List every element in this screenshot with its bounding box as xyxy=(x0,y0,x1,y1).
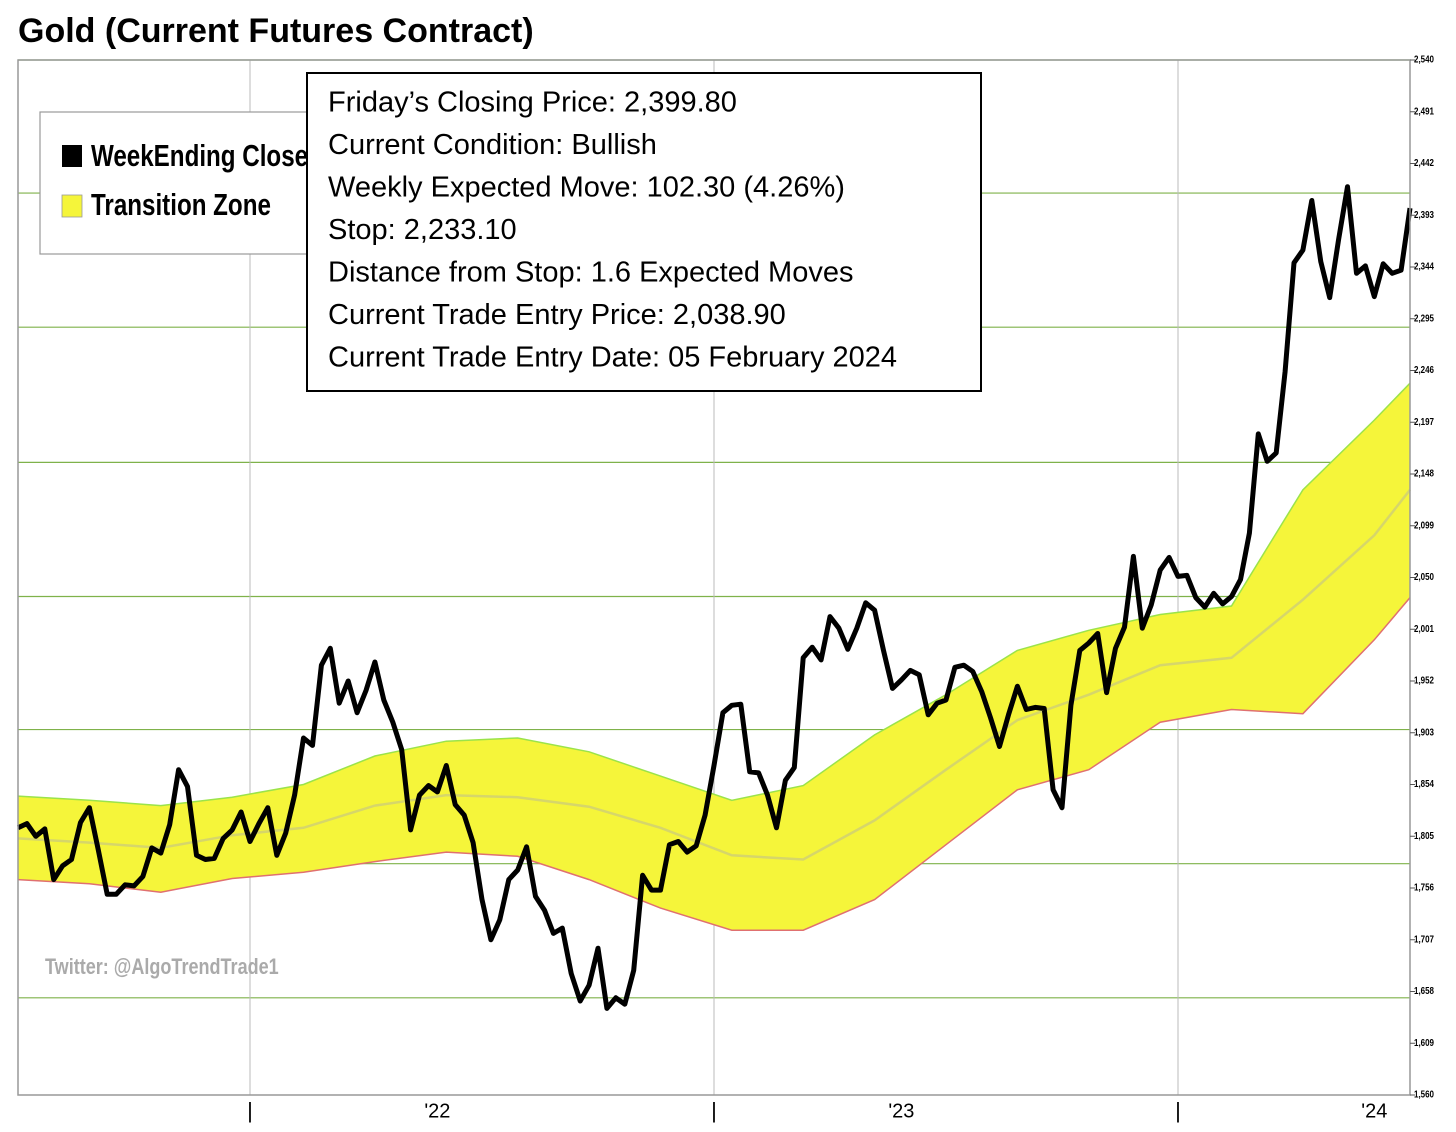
x-axis-label: '22 xyxy=(424,1100,450,1122)
x-tick-label: | xyxy=(1175,1098,1181,1123)
y-tick-label: 1,854 xyxy=(1414,778,1434,789)
info-line: Friday’s Closing Price: 2,399.80 xyxy=(328,87,737,119)
y-tick-label: 2,442 xyxy=(1414,157,1434,168)
transition-zone xyxy=(18,383,1410,931)
y-tick-label: 1,707 xyxy=(1414,934,1434,945)
y-tick-label: 1,756 xyxy=(1414,882,1434,893)
zone-lower xyxy=(17,597,1411,931)
y-tick-label: 2,295 xyxy=(1414,313,1434,324)
info-line: Current Trade Entry Date: 05 February 20… xyxy=(328,342,897,374)
info-line: Distance from Stop: 1.6 Expected Moves xyxy=(328,257,853,289)
zone-upper xyxy=(17,382,1411,807)
legend-label: Transition Zone xyxy=(91,187,271,222)
y-tick-label: 1,805 xyxy=(1414,830,1434,841)
x-tick-label: | xyxy=(711,1098,717,1123)
y-tick-label: 2,246 xyxy=(1414,364,1434,375)
info-line: Stop: 2,233.10 xyxy=(328,214,517,246)
y-tick-label: 2,099 xyxy=(1414,520,1434,531)
legend-swatch xyxy=(61,194,83,218)
chart-title: Gold (Current Futures Contract) xyxy=(18,12,534,50)
y-tick-label: 2,050 xyxy=(1414,571,1434,582)
y-tick-label: 1,560 xyxy=(1414,1089,1434,1100)
close-line xyxy=(16,184,1413,1011)
legend-label: WeekEnding Close xyxy=(91,138,308,173)
y-tick-label: 1,609 xyxy=(1414,1037,1434,1048)
y-tick-label: 1,903 xyxy=(1414,727,1434,738)
legend-swatch xyxy=(62,145,82,167)
y-tick-label: 2,540 xyxy=(1414,54,1434,65)
y-tick-label: 1,658 xyxy=(1414,985,1434,996)
overlays: | | | '22 '23 '24 1,560 1,609 1,658 1,707 1,756 1,8… xyxy=(39,54,1434,1123)
y-tick-label: 2,001 xyxy=(1414,623,1434,634)
y-tick-label: 2,197 xyxy=(1414,416,1434,427)
info-line: Current Condition: Bullish xyxy=(328,129,657,161)
y-tick-label: 2,148 xyxy=(1414,468,1434,479)
x-axis-label: '23 xyxy=(888,1100,914,1122)
watermark: Twitter: @AlgoTrendTrade1 xyxy=(45,955,279,979)
y-tick-label: 2,393 xyxy=(1414,209,1434,220)
info-box xyxy=(306,72,982,392)
x-axis-label: '24 xyxy=(1361,1100,1387,1122)
y-tick-label: 2,344 xyxy=(1414,261,1434,272)
x-tick-label: | xyxy=(247,1098,253,1123)
legend-box xyxy=(39,111,311,255)
info-line: Weekly Expected Move: 102.30 (4.26%) xyxy=(328,172,845,204)
info-line: Current Trade Entry Price: 2,038.90 xyxy=(328,299,786,331)
y-tick-label: 1,952 xyxy=(1414,675,1434,686)
y-tick-label: 2,491 xyxy=(1414,106,1434,117)
